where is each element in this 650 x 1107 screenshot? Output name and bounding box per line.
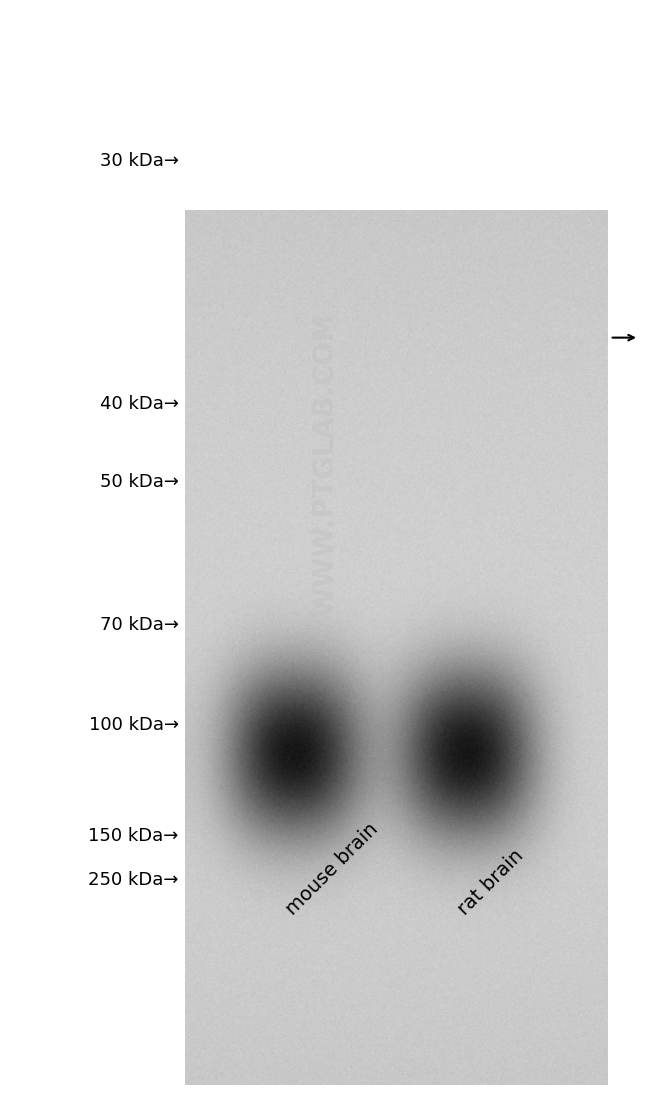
Text: 70 kDa→: 70 kDa→ — [99, 617, 179, 634]
Text: mouse brain: mouse brain — [282, 819, 382, 919]
Bar — [185, 210, 608, 1085]
Text: rat brain: rat brain — [454, 846, 527, 919]
Text: 30 kDa→: 30 kDa→ — [99, 152, 179, 169]
Text: WWW.PTGLAB.COM: WWW.PTGLAB.COM — [311, 312, 339, 618]
Text: 40 kDa→: 40 kDa→ — [99, 395, 179, 413]
Text: 150 kDa→: 150 kDa→ — [88, 827, 179, 845]
Text: 50 kDa→: 50 kDa→ — [99, 473, 179, 490]
Text: 100 kDa→: 100 kDa→ — [88, 716, 179, 734]
Text: 250 kDa→: 250 kDa→ — [88, 871, 179, 889]
